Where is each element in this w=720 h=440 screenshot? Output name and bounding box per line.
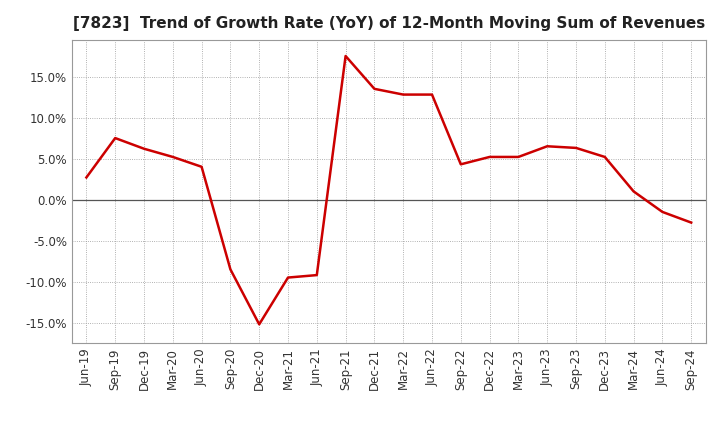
Title: [7823]  Trend of Growth Rate (YoY) of 12-Month Moving Sum of Revenues: [7823] Trend of Growth Rate (YoY) of 12-… [73, 16, 705, 32]
